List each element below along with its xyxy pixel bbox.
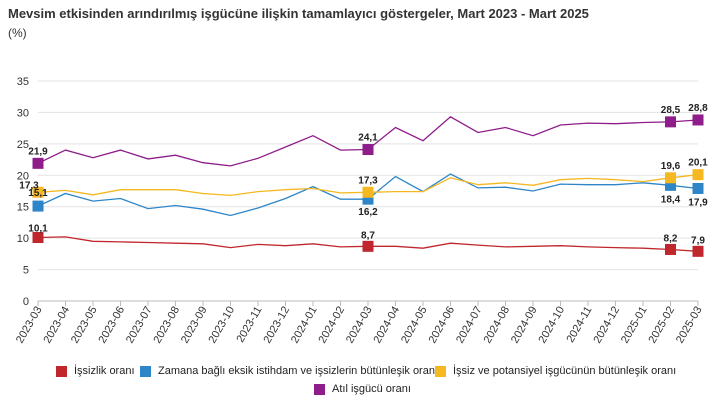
x-tick-label: 2025-02	[647, 305, 678, 346]
legend-swatch	[56, 365, 67, 377]
x-tick-label: 2024-03	[344, 305, 375, 346]
data-point-marker	[362, 186, 374, 198]
x-tick-label: 2024-06	[427, 305, 458, 346]
data-label: 24,1	[358, 133, 378, 144]
data-label: 17,3	[358, 175, 378, 186]
x-tick-label: 2023-04	[42, 305, 73, 346]
legend-label: İşsizlik oranı	[74, 365, 135, 377]
legend-label: Zamana bağlı eksik istihdam ve işsizleri…	[158, 365, 439, 377]
x-tick-label: 2023-11	[234, 305, 264, 345]
x-tick-label: 2025-01	[619, 305, 650, 346]
data-label: 19,6	[661, 161, 681, 172]
data-label: 10,1	[28, 224, 48, 235]
legend-item-issizlik[interactable]: İşsizlik oranı	[56, 365, 135, 377]
data-point-marker	[692, 245, 704, 257]
x-tick-label: 2024-04	[372, 305, 403, 346]
data-point-marker	[665, 243, 676, 255]
data-label: 8,7	[361, 230, 375, 241]
x-tick-label: 2023-06	[97, 305, 128, 346]
data-label: 21,9	[28, 146, 48, 157]
data-label: 16,2	[358, 207, 378, 218]
data-point-marker	[665, 172, 676, 184]
y-tick-label: 0	[23, 296, 29, 308]
x-tick-label: 2024-07	[454, 305, 485, 346]
data-label: 20,1	[688, 158, 708, 169]
data-point-marker	[665, 116, 676, 128]
legend-item-zamana-bagli[interactable]: Zamana bağlı eksik istihdam ve işsizleri…	[140, 365, 438, 377]
x-tick-label: 2024-12	[592, 305, 623, 346]
x-tick-label: 2023-12	[262, 305, 293, 346]
chart-title: Mevsim etkisinden arındırılmış işgücüne …	[8, 6, 589, 21]
x-tick-label: 2023-03	[14, 305, 45, 346]
x-tick-label: 2024-05	[399, 305, 430, 346]
x-tick-label: 2023-10	[207, 305, 238, 346]
data-point-marker	[362, 240, 374, 252]
legend-swatch	[314, 383, 325, 395]
data-label: 28,5	[661, 105, 681, 116]
x-tick-label: 2024-01	[289, 305, 320, 346]
data-label: 7,9	[691, 235, 705, 246]
data-point-marker	[692, 114, 704, 126]
x-tick-label: 2023-05	[69, 305, 100, 346]
data-point-marker	[362, 193, 374, 205]
x-tick-label: 2023-09	[179, 305, 210, 346]
legend-item-atil-isgucu[interactable]: Atıl işgücü oranı	[314, 383, 411, 395]
x-tick-label: 2024-11	[564, 305, 594, 345]
y-tick-label: 35	[17, 76, 29, 88]
x-tick-label: 2024-02	[317, 305, 348, 346]
y-tick-label: 20	[17, 170, 29, 182]
y-tick-label: 30	[17, 107, 29, 119]
data-label: 15,1	[28, 188, 48, 199]
x-tick-label: 2023-08	[152, 305, 183, 346]
data-point-marker	[32, 186, 44, 198]
x-tick-label: 2024-08	[482, 305, 513, 346]
x-tick-label: 2024-09	[509, 305, 540, 346]
data-point-marker	[32, 157, 44, 169]
y-tick-label: 25	[17, 139, 29, 151]
data-label: 17,3	[19, 180, 39, 191]
data-label: 8,2	[664, 233, 678, 244]
data-label: 18,4	[661, 194, 681, 205]
x-tick-label: 2024-10	[537, 305, 568, 346]
data-point-marker	[32, 232, 44, 244]
y-tick-label: 15	[17, 202, 29, 214]
data-label: 28,8	[688, 103, 708, 114]
legend-swatch	[435, 365, 446, 377]
legend-swatch	[140, 365, 151, 377]
x-tick-label: 2023-07	[124, 305, 155, 346]
legend-label: İşsiz ve potansiyel işgücünün bütünleşik…	[453, 365, 677, 377]
legend-label: Atıl işgücü oranı	[332, 383, 411, 395]
data-point-marker	[692, 182, 704, 194]
y-tick-label: 5	[23, 265, 29, 277]
legend-item-issiz-potansiyel[interactable]: İşsiz ve potansiyel işgücünün bütünleşik…	[435, 365, 676, 377]
x-tick-label: 2025-03	[674, 305, 705, 346]
y-tick-label: 10	[17, 233, 29, 245]
data-label: 17,9	[688, 197, 708, 208]
data-point-marker	[32, 200, 44, 212]
data-point-marker	[665, 179, 676, 191]
y-axis-unit: (%)	[8, 26, 27, 40]
data-point-marker	[692, 169, 704, 181]
data-point-marker	[362, 144, 374, 156]
